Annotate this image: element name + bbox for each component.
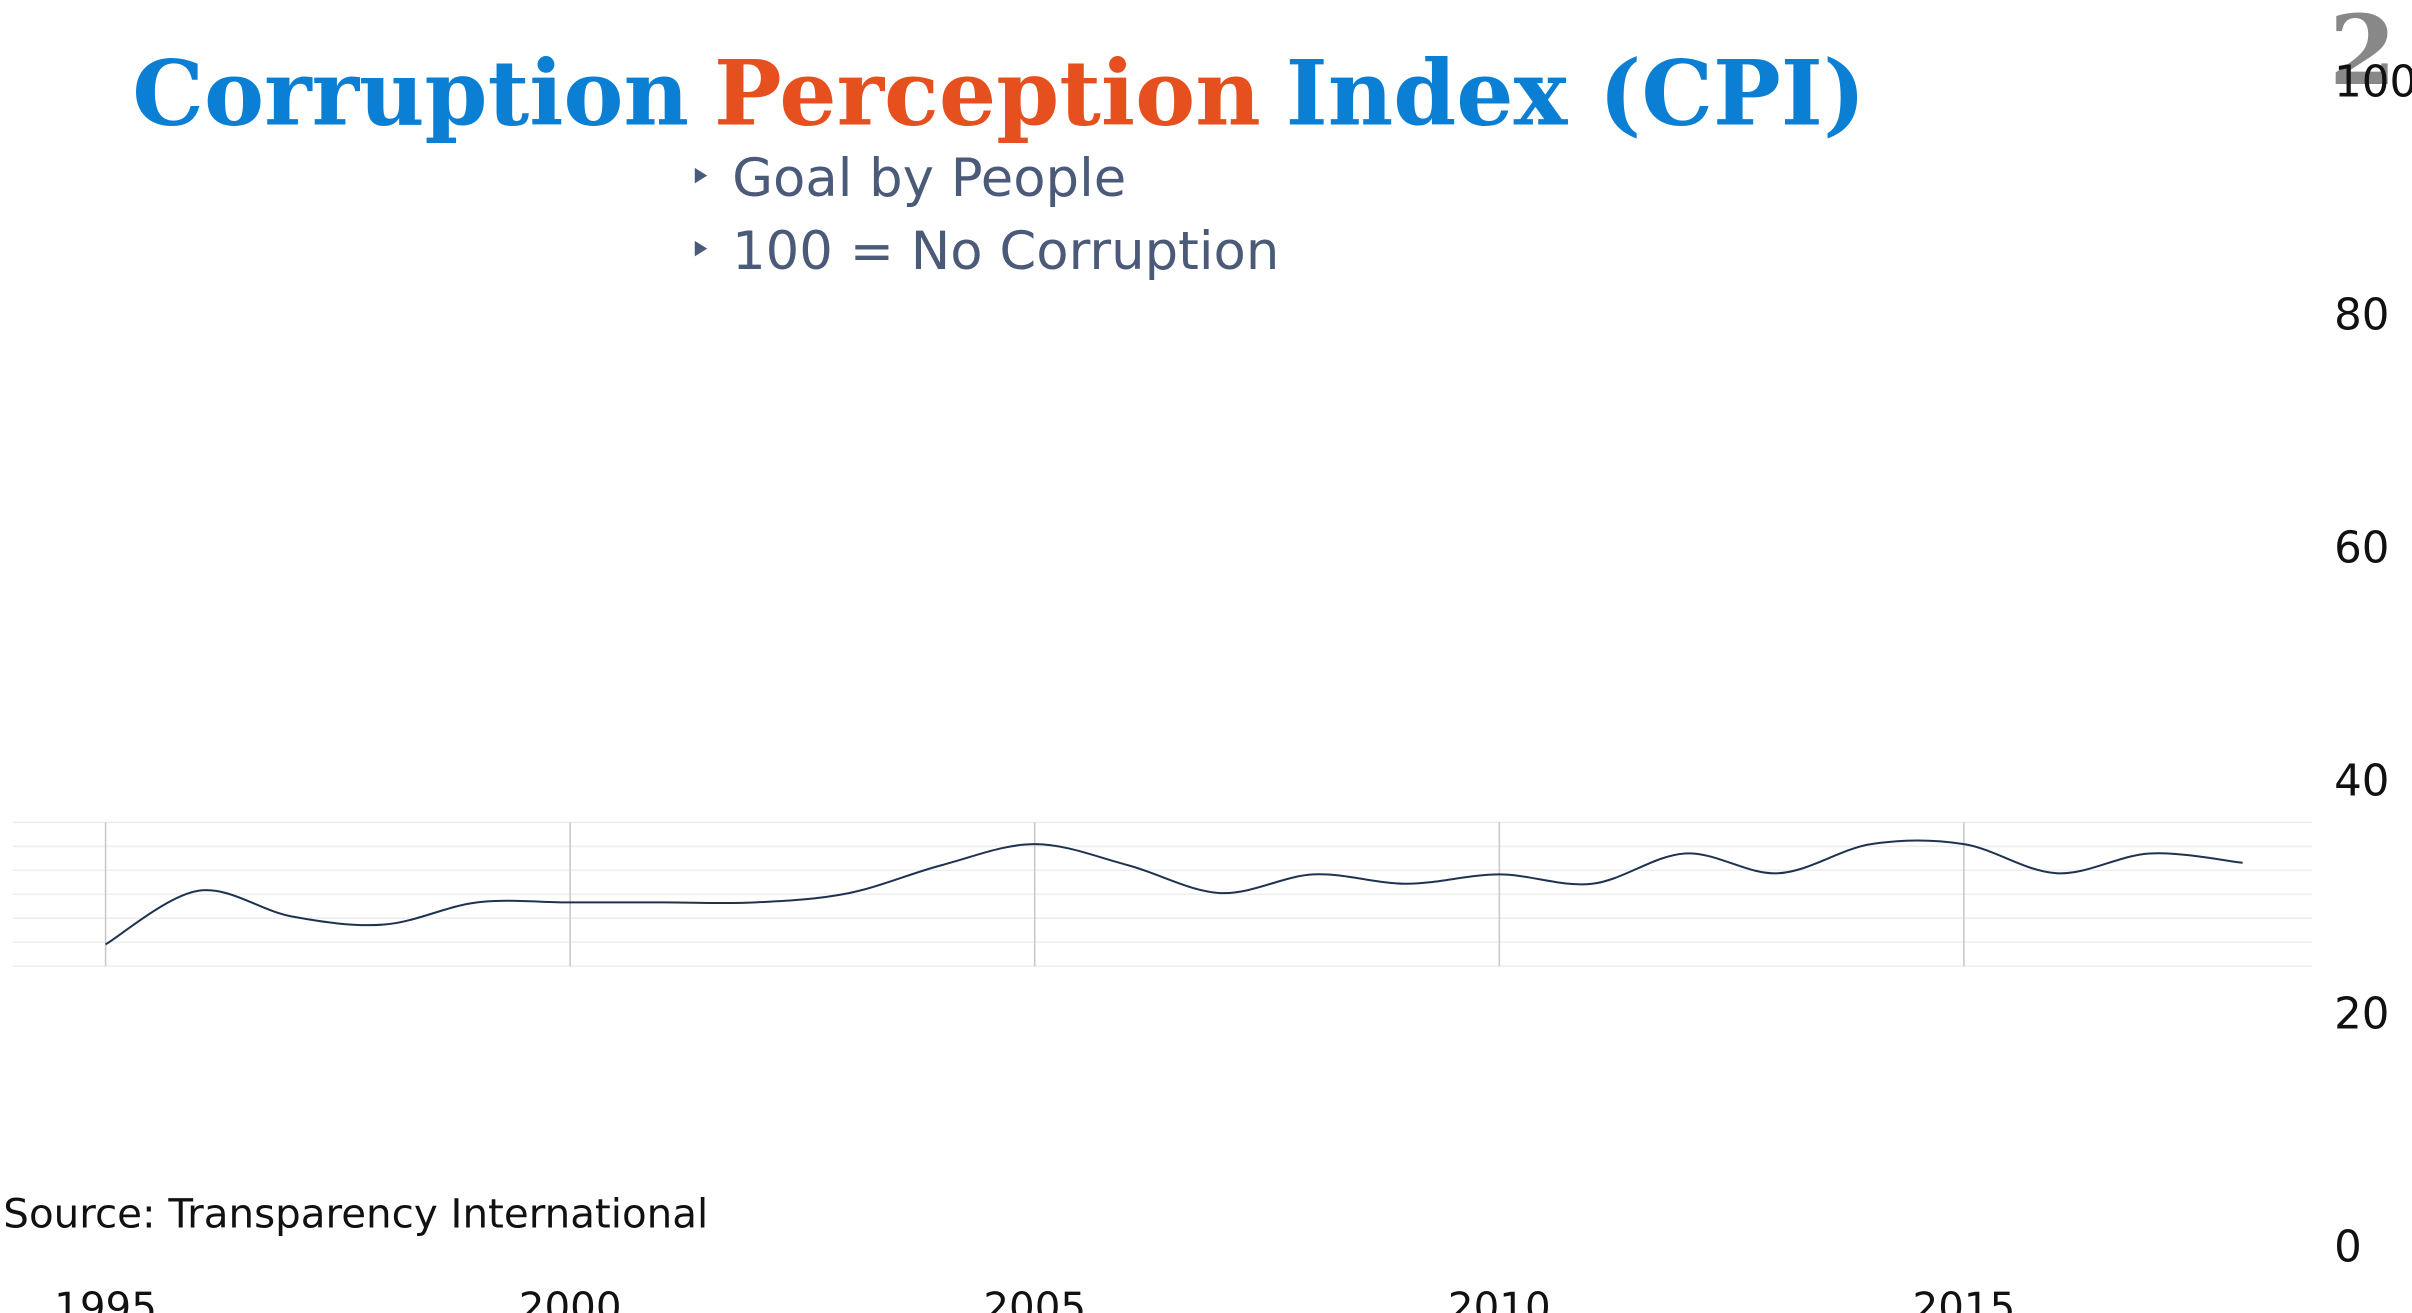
y-tick-label: 40 [2334,757,2389,807]
subtitle: 100 = No Corruption [732,221,1279,282]
title-part: Corruption [132,40,689,146]
x-tick-label: 2010 [1448,1284,1551,1313]
bullet [694,167,708,184]
y-tick-label: 80 [2334,290,2389,340]
page-number: 2 [2329,0,2396,107]
x-tick-label: 2015 [1913,1284,2016,1313]
bullet [694,240,708,257]
y-tick-label: 100 [2334,57,2412,107]
title-part: Perception [714,40,1261,146]
chart-title: Corruption Perception Index (CPI) [132,40,1865,146]
x-tick-label: 2005 [983,1284,1086,1313]
source: Source: Transparency International [3,1191,708,1238]
y-tick-label: 20 [2334,990,2389,1040]
y-tick-label: 60 [2334,523,2389,573]
x-tick-label: 2000 [519,1284,622,1313]
x-tick-label: 1995 [54,1284,157,1313]
subtitle: Goal by People [732,148,1126,209]
line [105,839,2243,946]
title-part: Index (CPI) [1286,40,1866,146]
y-tick-label: 0 [2334,1223,2362,1273]
